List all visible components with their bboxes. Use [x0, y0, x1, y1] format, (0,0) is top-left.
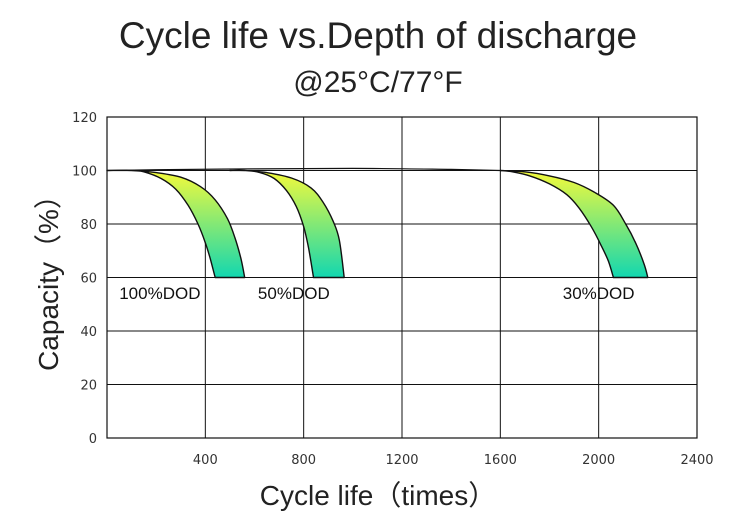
- y-tick-label: 100: [72, 165, 97, 180]
- x-tick-label: 2000: [582, 453, 615, 468]
- chart-title: Cycle life vs.Depth of discharge: [119, 15, 637, 56]
- series-areas: [106, 169, 649, 279]
- x-tick-label: 1200: [385, 453, 418, 468]
- x-tick-label: 2400: [680, 453, 713, 468]
- x-tick-label: 800: [291, 453, 316, 468]
- x-tick-label: 400: [193, 453, 218, 468]
- series-labels: 100%DOD 50%DOD 30%DOD: [119, 284, 634, 303]
- x-tick-labels: 400 800 1200 1600 2000 2400: [193, 453, 714, 468]
- y-axis-label: Capacity（%）: [33, 181, 64, 371]
- x-axis-label: Cycle life（times）: [260, 480, 496, 511]
- y-tick-label: 60: [80, 272, 97, 287]
- chart-subtitle: @25°C/77°F: [293, 66, 463, 99]
- baseline-curve: [106, 167, 501, 172]
- y-tick-label: 20: [80, 379, 97, 394]
- x-tick-label: 1600: [484, 453, 517, 468]
- plot-frame: [106, 116, 698, 439]
- series-area-1: [106, 169, 246, 279]
- y-tick-label: 0: [89, 432, 97, 447]
- y-tick-label: 120: [72, 111, 97, 126]
- plot-area: 100%DOD 50%DOD 30%DOD 400 800 1200 1600 2000 24…: [72, 111, 713, 468]
- series-label-2: 50%DOD: [258, 284, 330, 303]
- series-area-3: [499, 169, 649, 279]
- series-area-2: [229, 169, 345, 279]
- series-label-1: 100%DOD: [119, 284, 200, 303]
- series-label-3: 30%DOD: [563, 284, 635, 303]
- grid-lines: [107, 117, 697, 438]
- y-tick-label: 80: [80, 218, 97, 233]
- y-tick-label: 40: [80, 325, 97, 340]
- y-tick-labels: 0 20 40 60 80 100 120: [72, 111, 97, 447]
